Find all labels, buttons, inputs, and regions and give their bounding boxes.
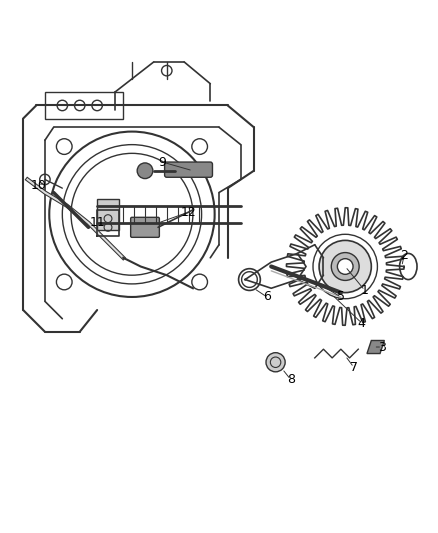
Circle shape: [137, 163, 153, 179]
Text: 11: 11: [89, 216, 105, 230]
Circle shape: [337, 259, 353, 274]
Text: 12: 12: [180, 206, 196, 219]
Text: 4: 4: [358, 317, 366, 329]
Text: 7: 7: [350, 361, 358, 374]
Circle shape: [266, 353, 285, 372]
Text: 8: 8: [287, 373, 295, 386]
FancyBboxPatch shape: [131, 217, 159, 237]
Bar: [97, 199, 119, 230]
Polygon shape: [367, 341, 385, 353]
Text: 2: 2: [400, 249, 408, 262]
Circle shape: [319, 240, 371, 293]
Circle shape: [331, 253, 359, 280]
Text: 3: 3: [378, 341, 386, 353]
Text: 10: 10: [31, 180, 46, 192]
Text: 5: 5: [337, 290, 345, 303]
Text: 1: 1: [361, 284, 369, 297]
Text: 6: 6: [263, 290, 271, 303]
Text: 9: 9: [159, 156, 166, 168]
FancyBboxPatch shape: [165, 162, 212, 177]
